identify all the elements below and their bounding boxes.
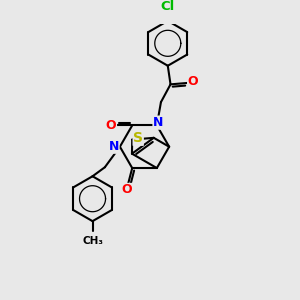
Text: N: N bbox=[153, 116, 164, 129]
Text: S: S bbox=[133, 131, 143, 145]
Text: O: O bbox=[106, 119, 116, 132]
Text: N: N bbox=[109, 140, 119, 153]
Text: Cl: Cl bbox=[161, 0, 175, 13]
Text: O: O bbox=[122, 183, 132, 196]
Text: CH₃: CH₃ bbox=[82, 236, 103, 246]
Text: O: O bbox=[188, 75, 198, 88]
